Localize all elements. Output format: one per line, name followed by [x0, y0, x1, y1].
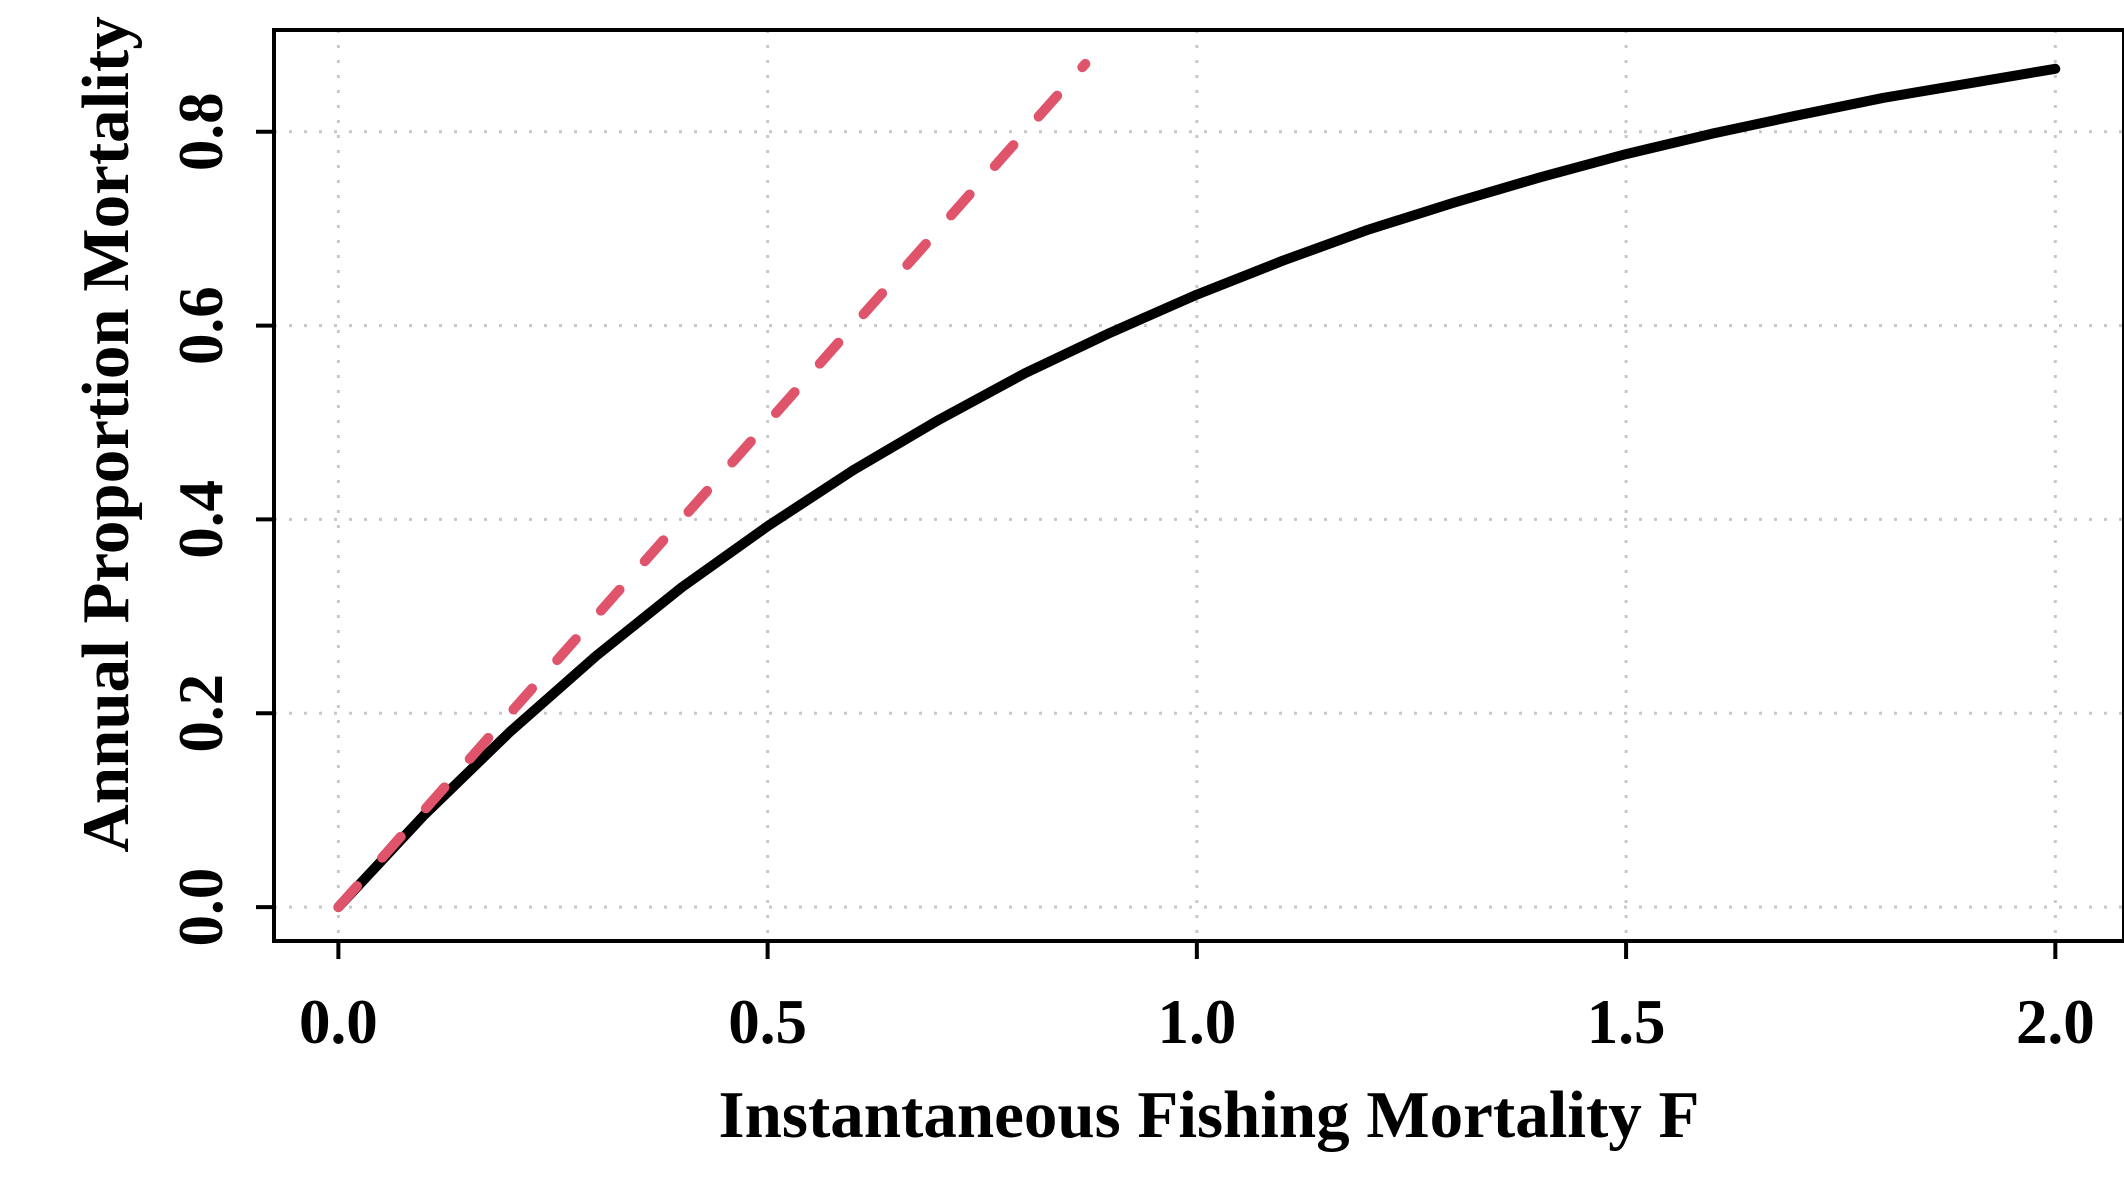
grid-layer [274, 30, 2124, 941]
series-line-dashed [333, 58, 1091, 913]
x-tick-label: 1.5 [1587, 987, 1666, 1057]
plot-frame [272, 28, 2124, 943]
y-tick-label: 0.4 [166, 480, 236, 559]
y-tick-label: 0.0 [166, 868, 236, 947]
axis-layer: 0.0 0.5 1.0 1.5 2.0 0.0 0.2 0.4 0.6 0.8 [166, 92, 2095, 1057]
series-line-solid [333, 63, 2061, 913]
y-tick-label: 0.2 [166, 674, 236, 753]
x-axis-title: Instantaneous Fishing Mortality F [719, 1078, 1700, 1152]
y-tick-label: 0.8 [166, 92, 236, 171]
y-tick-label: 0.6 [166, 286, 236, 365]
x-tick-label: 1.0 [1157, 987, 1236, 1057]
series-layer [333, 58, 2061, 913]
y-axis-title: Annual Proportion Mortality H [69, 0, 143, 853]
x-tick-label: 2.0 [2016, 987, 2095, 1057]
x-tick-label: 0.5 [728, 987, 807, 1057]
x-tick-label: 0.0 [299, 987, 378, 1057]
